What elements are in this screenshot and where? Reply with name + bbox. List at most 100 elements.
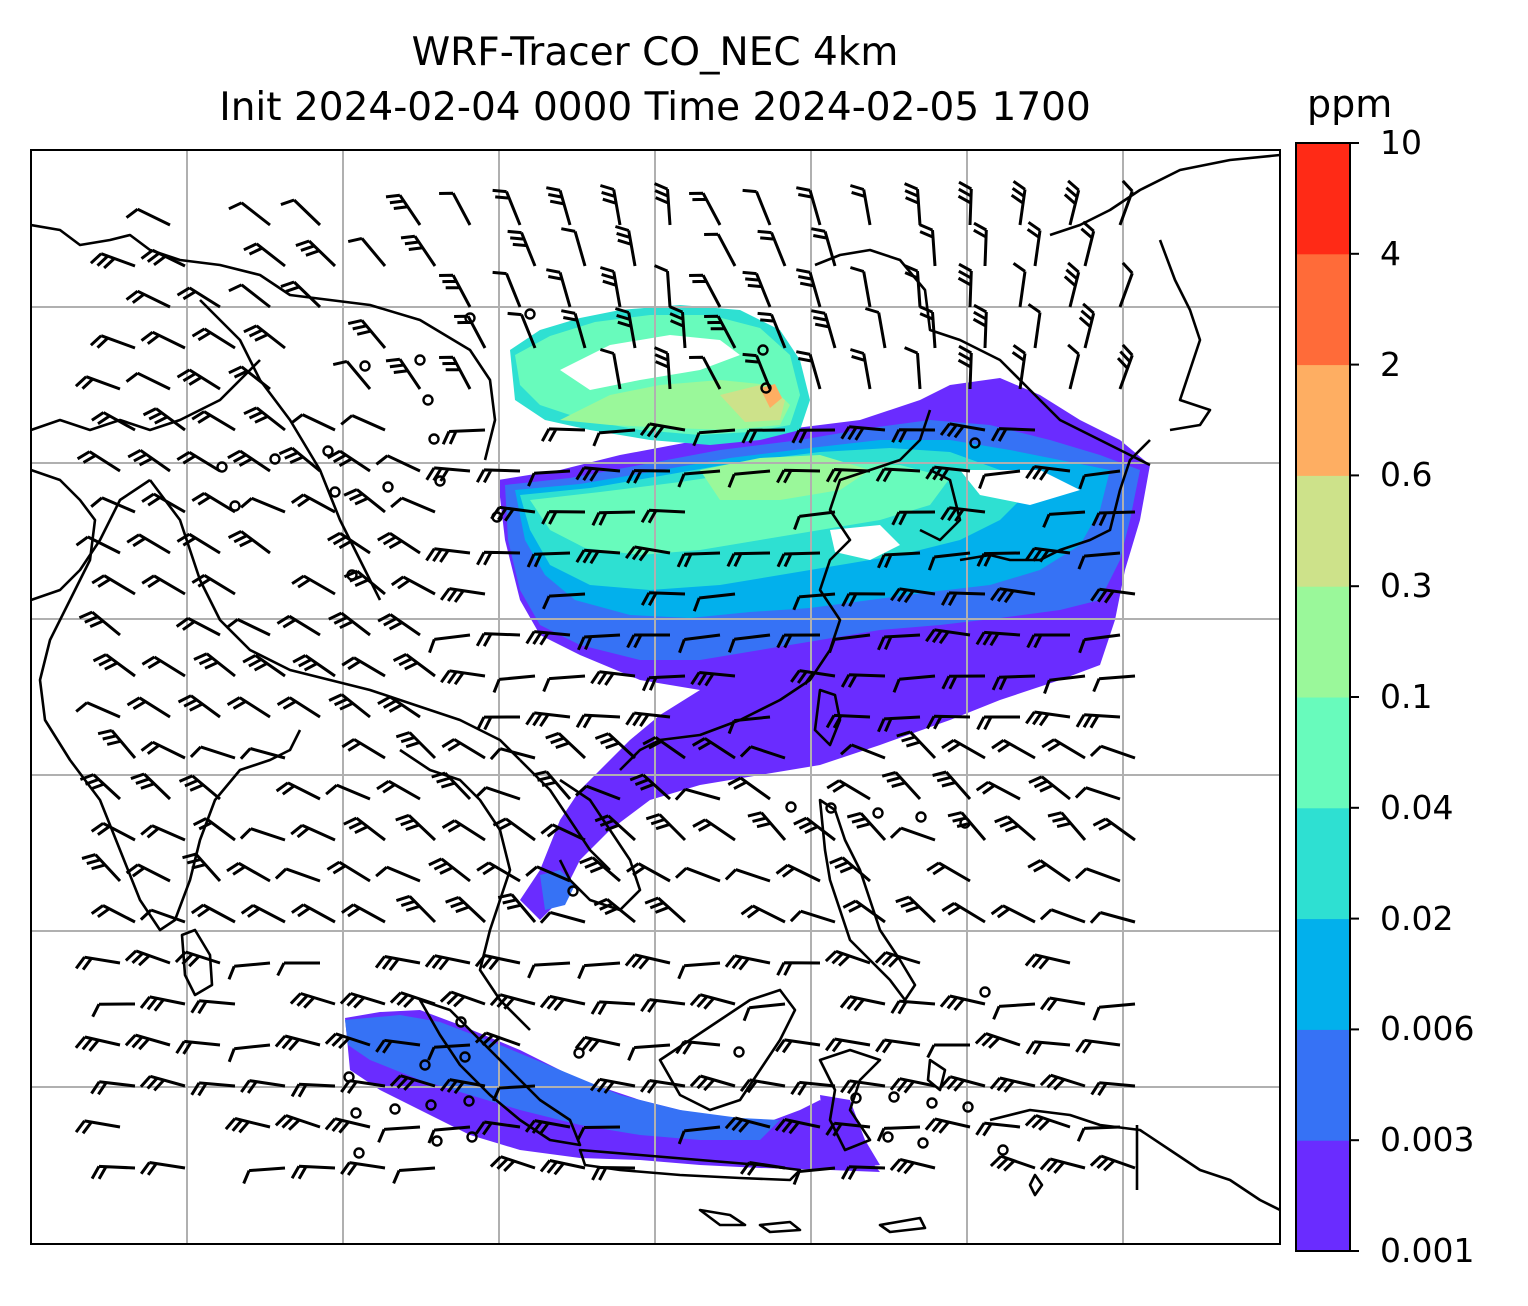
wind-barb-icon: [846, 811, 887, 842]
wind-barb-icon: [390, 575, 436, 596]
wind-barb-icon: [574, 1035, 621, 1053]
wind-barb-icon: [978, 469, 1021, 490]
wind-barb-icon: [79, 773, 122, 801]
wind-barb-icon: [389, 1074, 436, 1091]
colorbar-band: [1296, 697, 1350, 809]
wind-barb-icon: [240, 903, 286, 924]
wind-barb-icon: [975, 630, 1021, 647]
wind-barb-icon: [74, 955, 121, 971]
wind-barb-icon: [243, 406, 286, 432]
wind-barb-icon: [390, 496, 436, 514]
wind-barb-icon: [75, 535, 121, 555]
wind-barb-icon: [624, 953, 671, 970]
wind-barb-icon: [90, 1080, 136, 1096]
colorbar-unit-label: ppm: [1307, 82, 1393, 126]
wind-barb-icon: [991, 674, 1036, 691]
wind-barb-icon: [645, 813, 687, 842]
wind-barb-icon: [130, 772, 172, 801]
wind-barb-icon: [476, 550, 521, 566]
wind-barb-icon: [274, 867, 321, 883]
wind-barb-icon: [439, 587, 486, 603]
wind-barb-icon: [877, 715, 921, 733]
wind-barb-icon: [1026, 221, 1042, 267]
wind-barb-icon: [290, 1164, 336, 1180]
wind-barb-icon: [1027, 303, 1042, 349]
wind-barb-icon: [881, 770, 922, 801]
wind-barb-icon: [677, 469, 721, 488]
wind-barb-icon: [842, 899, 886, 924]
wind-barb-icon: [75, 701, 121, 719]
wind-barb-icon: [904, 264, 922, 308]
wind-barb-icon: [1075, 713, 1121, 729]
wind-barb-icon: [626, 469, 671, 484]
wind-barb-icon: [678, 633, 721, 654]
wind-barb-icon: [91, 1002, 136, 1018]
wind-barb-icon: [1025, 546, 1071, 563]
calm-circle-icon: [466, 1131, 478, 1143]
wind-barb-icon: [375, 865, 421, 883]
wind-barb-icon: [492, 188, 522, 226]
colorbar-tick-label: 0.6: [1380, 455, 1433, 495]
wind-barb-icon: [1089, 911, 1136, 924]
calm-circle-icon: [733, 1046, 745, 1058]
wind-barb-icon: [742, 188, 772, 226]
wind-barb-icon: [190, 903, 236, 924]
wind-barb-icon: [989, 1076, 1036, 1093]
wind-barb-icon: [776, 633, 821, 649]
wind-barb-icon: [392, 653, 436, 678]
wind-barb-icon: [925, 465, 971, 482]
wind-barb-icon: [377, 1125, 421, 1143]
wind-barb-icon: [340, 1161, 386, 1176]
wind-barb-icon: [677, 1125, 721, 1145]
wind-barb-icon: [227, 961, 271, 980]
wind-barb-icon: [1090, 1081, 1136, 1096]
calm-circle-icon: [459, 1051, 471, 1063]
wind-barb-icon: [626, 862, 671, 883]
wind-barb-icon: [989, 1154, 1036, 1172]
wind-barb-icon: [654, 182, 672, 226]
wind-barb-icon: [291, 903, 336, 924]
wind-barb-icon: [824, 1037, 871, 1053]
wind-barb-icon: [891, 428, 936, 443]
calm-circle-icon: [917, 1137, 929, 1149]
chart-title-line-1: WRF-Tracer CO_NEC 4km: [411, 30, 899, 75]
chart-title-line-2: Init 2024-02-04 0000 Time 2024-02-05 170…: [219, 85, 1091, 130]
colorbar-tick-label: 0.003: [1380, 1120, 1475, 1160]
wind-barb-icon: [1092, 674, 1136, 693]
wind-barb-icon: [640, 591, 686, 607]
wind-barb-icon: [474, 1031, 521, 1049]
wind-barb-icon: [539, 1159, 586, 1176]
wind-barb-icon: [594, 814, 637, 842]
wind-barb-icon: [240, 496, 286, 514]
wind-barb-icon: [126, 696, 171, 719]
wind-barb-icon: [226, 696, 271, 719]
wind-barb-icon: [395, 894, 437, 924]
wind-barb-icon: [332, 359, 372, 390]
wind-barb-icon: [593, 897, 636, 924]
plume-gap: [560, 335, 740, 390]
wind-barb-icon: [776, 468, 821, 484]
calm-circle-icon: [389, 1103, 401, 1115]
wind-barb-icon: [182, 852, 222, 882]
wind-barb-icon: [889, 826, 936, 842]
wind-barb-icon: [125, 289, 171, 309]
wind-barb-icon: [875, 467, 921, 483]
wind-barb-icon: [957, 262, 973, 308]
wind-barb-icon: [1118, 261, 1134, 308]
wind-barb-icon: [524, 1119, 571, 1136]
wind-barb-icon: [1025, 710, 1071, 727]
wind-barb-icon: [849, 266, 872, 308]
wind-barb-icon: [341, 903, 386, 924]
wind-barb-icon: [507, 229, 537, 267]
wind-barb-icon: [539, 994, 586, 1012]
plume-gap: [830, 525, 900, 560]
wind-barb-icon: [940, 506, 986, 522]
wind-barb-icon: [875, 1038, 921, 1054]
wind-barb-icon: [561, 227, 587, 267]
wind-barb-icon: [140, 740, 186, 760]
wind-barb-icon: [776, 961, 821, 976]
calm-circle-icon: [434, 475, 446, 487]
wind-barb-icon: [689, 273, 722, 308]
wind-barb-icon: [1011, 344, 1027, 390]
wind-barb-icon: [91, 574, 136, 596]
